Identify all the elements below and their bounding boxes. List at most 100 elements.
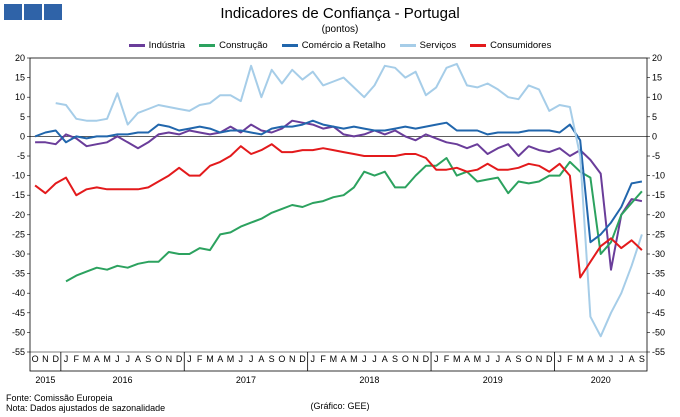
x-month-label: J xyxy=(496,354,501,364)
y-tick-label-right: 10 xyxy=(652,92,662,102)
x-month-label: D xyxy=(423,354,430,364)
legend-swatch xyxy=(399,44,416,47)
x-month-label: M xyxy=(83,354,91,364)
y-tick-label-left: 5 xyxy=(20,112,25,122)
x-month-label: A xyxy=(258,354,264,364)
y-tick-label-left: -5 xyxy=(17,151,25,161)
x-month-label: M xyxy=(350,354,358,364)
x-month-label: F xyxy=(320,354,326,364)
x-month-label: M xyxy=(576,354,584,364)
y-tick-label-right: -10 xyxy=(652,171,665,181)
x-month-label: S xyxy=(269,354,275,364)
plot-frame xyxy=(29,57,648,372)
x-month-label: F xyxy=(567,354,573,364)
x-month-label: S xyxy=(639,354,645,364)
x-month-label: O xyxy=(155,354,162,364)
x-month-label: S xyxy=(515,354,521,364)
legend-item-construcao: Construção xyxy=(199,40,268,51)
legend-item-industria: Indústria xyxy=(128,40,186,51)
x-month-label: N xyxy=(412,354,419,364)
y-tick-label-right: -50 xyxy=(652,327,665,337)
y-tick-label-left: -15 xyxy=(12,190,25,200)
legend-swatch xyxy=(128,44,145,47)
x-month-label: N xyxy=(289,354,296,364)
x-month-label: M xyxy=(474,354,482,364)
legend-label: Consumidores xyxy=(490,40,552,51)
y-tick-label-left: -25 xyxy=(12,229,25,239)
series-line xyxy=(34,119,643,244)
x-month-label: J xyxy=(115,354,120,364)
x-month-label: F xyxy=(197,354,203,364)
x-month-label: D xyxy=(176,354,183,364)
x-year-label: 2015 xyxy=(35,375,55,385)
y-tick-label-right: -25 xyxy=(652,229,665,239)
x-month-label: M xyxy=(206,354,214,364)
x-month-label: O xyxy=(278,354,285,364)
x-month-label: M xyxy=(330,354,338,364)
y-tick-label-left: 15 xyxy=(15,73,25,83)
series-line xyxy=(65,157,643,283)
x-month-label: A xyxy=(135,354,141,364)
legend-label: Serviços xyxy=(419,40,457,51)
y-tick-label-left: 10 xyxy=(15,92,25,102)
adjustment-note: Nota: Dados ajustados de sazonalidade xyxy=(6,403,166,413)
x-month-label: A xyxy=(341,354,347,364)
y-tick-label-left: -20 xyxy=(12,210,25,220)
logo-block xyxy=(4,4,22,20)
x-month-label: A xyxy=(217,354,223,364)
y-tick-label-right: 0 xyxy=(652,131,657,141)
x-month-label: O xyxy=(402,354,409,364)
y-tick-label-right: 20 xyxy=(652,53,662,63)
x-year-label: 2016 xyxy=(113,375,133,385)
y-tick-label-right: -45 xyxy=(652,308,665,318)
x-month-label: D xyxy=(546,354,553,364)
series-line xyxy=(55,62,643,338)
legend-label: Indústria xyxy=(148,40,186,51)
x-year-label: 2019 xyxy=(483,375,503,385)
x-month-label: N xyxy=(166,354,173,364)
x-month-label: J xyxy=(619,354,624,364)
x-month-label: A xyxy=(94,354,100,364)
x-month-label: M xyxy=(103,354,111,364)
y-tick-label-right: -40 xyxy=(652,288,665,298)
x-month-label: A xyxy=(464,354,470,364)
y-tick-label-right: -20 xyxy=(652,210,665,220)
x-month-label: J xyxy=(372,354,377,364)
y-tick-label-right: -30 xyxy=(652,249,665,259)
x-month-label: J xyxy=(434,354,439,364)
y-tick-label-right: -55 xyxy=(652,347,665,357)
series-line xyxy=(34,143,643,279)
y-tick-label-right: -35 xyxy=(652,269,665,279)
x-month-label: J xyxy=(249,354,254,364)
x-month-label: D xyxy=(52,354,59,364)
x-month-label: M xyxy=(597,354,605,364)
chart-title: Indicadores de Confiança - Portugal xyxy=(220,5,460,22)
chart-credit: (Gráfico: GEE) xyxy=(310,401,370,411)
x-year-label: 2018 xyxy=(359,375,379,385)
legend-label: Comércio a Retalho xyxy=(301,40,386,51)
x-month-label: D xyxy=(299,354,306,364)
logo-block xyxy=(44,4,62,20)
x-month-label: F xyxy=(444,354,450,364)
y-tick-label-left: 0 xyxy=(20,131,25,141)
chart-legend: Indústria Construção Comércio a Retalho … xyxy=(0,40,680,51)
chart-subtitle: (pontos) xyxy=(321,24,359,35)
source-note: Fonte: Comissão Europeia xyxy=(6,393,113,403)
y-tick-label-left: -50 xyxy=(12,327,25,337)
x-month-label: J xyxy=(485,354,490,364)
y-tick-label-left: -35 xyxy=(12,269,25,279)
x-year-label: 2020 xyxy=(591,375,611,385)
y-tick-label-right: -5 xyxy=(652,151,660,161)
x-month-label: A xyxy=(629,354,635,364)
x-month-label: O xyxy=(525,354,532,364)
y-tick-label-left: -30 xyxy=(12,249,25,259)
series-line xyxy=(35,119,643,271)
x-month-label: J xyxy=(187,354,192,364)
x-month-label: N xyxy=(42,354,49,364)
legend-swatch xyxy=(281,44,298,47)
gee-logo xyxy=(4,4,62,20)
logo-block xyxy=(24,4,42,20)
legend-swatch xyxy=(199,44,216,47)
x-month-label: O xyxy=(32,354,39,364)
x-month-label: F xyxy=(74,354,80,364)
